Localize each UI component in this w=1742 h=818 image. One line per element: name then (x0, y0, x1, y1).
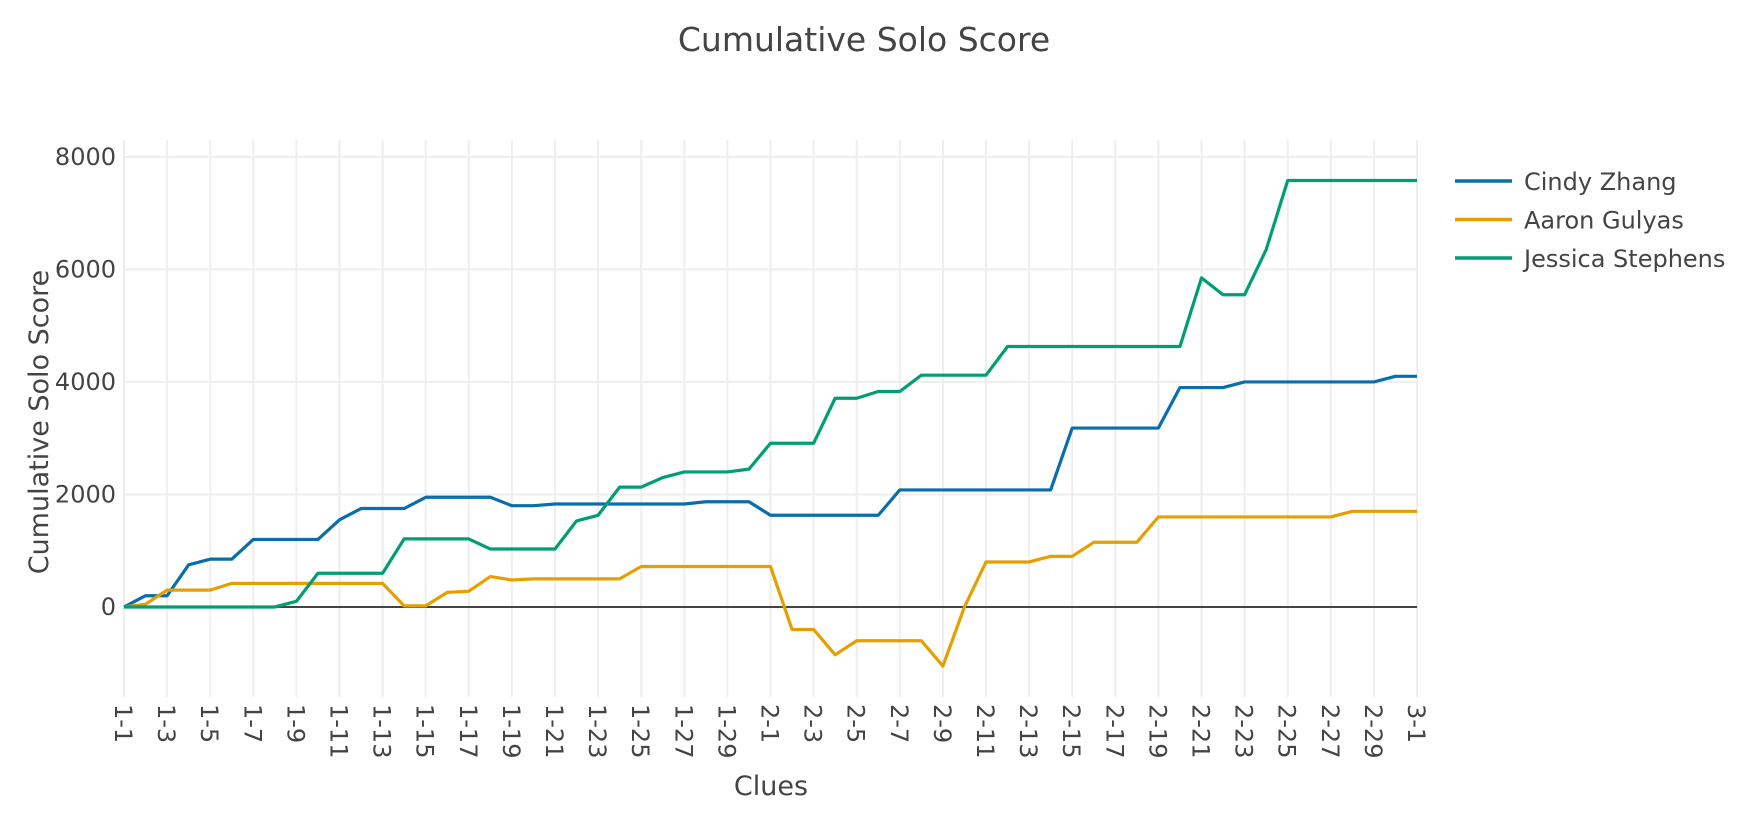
x-tick-label: 1-21 (540, 704, 568, 758)
grid (123, 140, 1418, 697)
y-tick-label: 0 (101, 593, 116, 621)
x-tick-label: 1-5 (195, 704, 223, 743)
x-tick-label: 1-7 (238, 704, 266, 743)
x-tick-label: 2-1 (756, 704, 784, 743)
y-tick-label: 2000 (55, 480, 116, 508)
x-axis-ticks: 1-1 1-3 1-5 1-7 1-9 1-11 1-13 1-15 1-17 1-19 1-21 1… (109, 704, 1430, 758)
x-tick-label: 1-19 (497, 704, 525, 758)
x-tick-label: 1-25 (626, 704, 654, 758)
x-tick-label: 2-27 (1316, 704, 1344, 758)
series-line (124, 178, 1417, 609)
y-tick-label: 6000 (55, 255, 116, 283)
x-tick-label: 2-17 (1100, 704, 1128, 758)
x-tick-label: 1-1 (109, 704, 137, 743)
legend-label: Aaron Gulyas (1524, 207, 1684, 235)
x-tick-label: 2-19 (1143, 704, 1171, 758)
x-tick-label: 2-23 (1230, 704, 1258, 758)
x-tick-label: 1-9 (281, 704, 309, 743)
x-tick-label: 2-7 (885, 704, 913, 743)
legend-label: Cindy Zhang (1524, 168, 1677, 196)
x-tick-label: 1-11 (325, 704, 353, 758)
y-tick-label: 8000 (55, 143, 116, 171)
x-axis-title: Clues (734, 771, 808, 802)
y-tick-label: 4000 (55, 368, 116, 396)
x-tick-label: 1-17 (454, 704, 482, 758)
x-tick-label: 2-3 (799, 704, 827, 743)
x-tick-label: 2-5 (842, 704, 870, 743)
x-tick-label: 2-13 (1014, 704, 1042, 758)
x-tick-label: 2-29 (1359, 704, 1387, 758)
x-tick-label: 1-23 (583, 704, 611, 758)
x-tick-label: 2-11 (971, 704, 999, 758)
series-line (123, 374, 1417, 609)
x-tick-label: 2-21 (1187, 704, 1215, 758)
x-tick-label: 2-9 (928, 704, 956, 743)
x-tick-label: 2-25 (1273, 704, 1301, 758)
y-axis-title: Cumulative Solo Score (24, 270, 55, 575)
chart-title: Cumulative Solo Score (678, 20, 1050, 59)
x-tick-label: 1-29 (712, 704, 740, 758)
legend-label: Jessica Stephens (1522, 245, 1725, 273)
series-line (123, 509, 1417, 668)
y-axis-ticks: 0 2000 4000 6000 8000 (55, 143, 116, 621)
x-tick-label: 1-15 (411, 704, 439, 758)
series-lines (123, 178, 1417, 668)
x-tick-label: 1-27 (669, 704, 697, 758)
x-tick-label: 1-3 (152, 704, 180, 743)
legend: Cindy Zhang Aaron Gulyas Jessica Stephens (1455, 168, 1725, 273)
x-tick-label: 1-13 (368, 704, 396, 758)
x-tick-label: 2-15 (1057, 704, 1085, 758)
x-tick-label: 3-1 (1402, 704, 1430, 743)
